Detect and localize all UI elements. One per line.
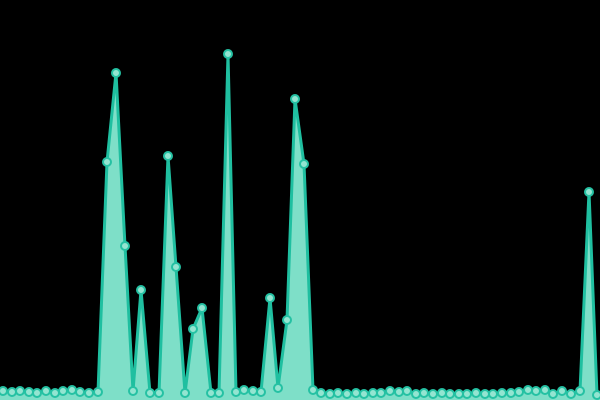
data-point-marker[interactable] (480, 389, 490, 399)
data-point-marker[interactable] (50, 388, 60, 398)
data-point-marker[interactable] (462, 389, 472, 399)
data-point-marker[interactable] (316, 388, 326, 398)
data-point-marker[interactable] (58, 386, 68, 396)
data-point-marker[interactable] (265, 293, 275, 303)
data-point-marker[interactable] (540, 385, 550, 395)
data-point-marker[interactable] (437, 388, 447, 398)
data-point-marker[interactable] (231, 387, 241, 397)
data-point-marker[interactable] (523, 385, 533, 395)
data-point-marker[interactable] (557, 386, 567, 396)
data-point-marker[interactable] (67, 385, 77, 395)
data-point-marker[interactable] (584, 187, 594, 197)
data-point-marker[interactable] (359, 389, 369, 399)
data-point-marker[interactable] (32, 388, 42, 398)
data-point-marker[interactable] (290, 94, 300, 104)
data-point-marker[interactable] (514, 387, 524, 397)
data-point-marker[interactable] (84, 388, 94, 398)
data-point-marker[interactable] (308, 385, 318, 395)
data-point-marker[interactable] (256, 387, 266, 397)
data-point-marker[interactable] (325, 389, 335, 399)
data-point-marker[interactable] (548, 389, 558, 399)
data-point-marker[interactable] (75, 387, 85, 397)
area-fill-shape (0, 54, 600, 400)
data-point-marker[interactable] (7, 387, 17, 397)
data-point-marker[interactable] (223, 49, 233, 59)
data-point-marker[interactable] (471, 388, 481, 398)
data-point-marker[interactable] (163, 151, 173, 161)
data-point-marker[interactable] (575, 386, 585, 396)
data-point-marker[interactable] (188, 324, 198, 334)
data-point-marker[interactable] (299, 159, 309, 169)
data-point-marker[interactable] (102, 157, 112, 167)
data-point-marker[interactable] (566, 389, 576, 399)
data-point-marker[interactable] (428, 389, 438, 399)
data-point-marker[interactable] (41, 386, 51, 396)
data-point-marker[interactable] (342, 389, 352, 399)
data-point-marker[interactable] (419, 388, 429, 398)
data-point-marker[interactable] (282, 315, 292, 325)
data-point-markers (0, 49, 600, 400)
data-point-marker[interactable] (154, 388, 164, 398)
data-point-marker[interactable] (273, 383, 283, 393)
data-point-marker[interactable] (128, 386, 138, 396)
data-point-marker[interactable] (445, 389, 455, 399)
data-point-marker[interactable] (385, 386, 395, 396)
data-point-marker[interactable] (454, 389, 464, 399)
data-point-marker[interactable] (497, 388, 507, 398)
data-point-marker[interactable] (248, 386, 258, 396)
data-point-marker[interactable] (592, 390, 600, 400)
data-point-marker[interactable] (351, 388, 361, 398)
data-point-marker[interactable] (376, 388, 386, 398)
data-point-marker[interactable] (111, 68, 121, 78)
data-point-marker[interactable] (145, 388, 155, 398)
data-point-marker[interactable] (402, 386, 412, 396)
data-point-marker[interactable] (24, 387, 34, 397)
data-point-marker[interactable] (531, 386, 541, 396)
data-point-marker[interactable] (180, 388, 190, 398)
data-point-marker[interactable] (93, 387, 103, 397)
data-point-marker[interactable] (368, 388, 378, 398)
data-point-marker[interactable] (0, 386, 8, 396)
data-point-marker[interactable] (333, 388, 343, 398)
data-point-marker[interactable] (120, 241, 130, 251)
data-point-marker[interactable] (488, 389, 498, 399)
data-point-marker[interactable] (411, 389, 421, 399)
data-point-marker[interactable] (206, 388, 216, 398)
data-point-marker[interactable] (136, 285, 146, 295)
data-point-marker[interactable] (214, 388, 224, 398)
data-point-marker[interactable] (15, 386, 25, 396)
data-point-marker[interactable] (171, 262, 181, 272)
data-point-marker[interactable] (239, 385, 249, 395)
data-point-marker[interactable] (506, 388, 516, 398)
data-point-marker[interactable] (394, 387, 404, 397)
data-point-marker[interactable] (197, 303, 207, 313)
